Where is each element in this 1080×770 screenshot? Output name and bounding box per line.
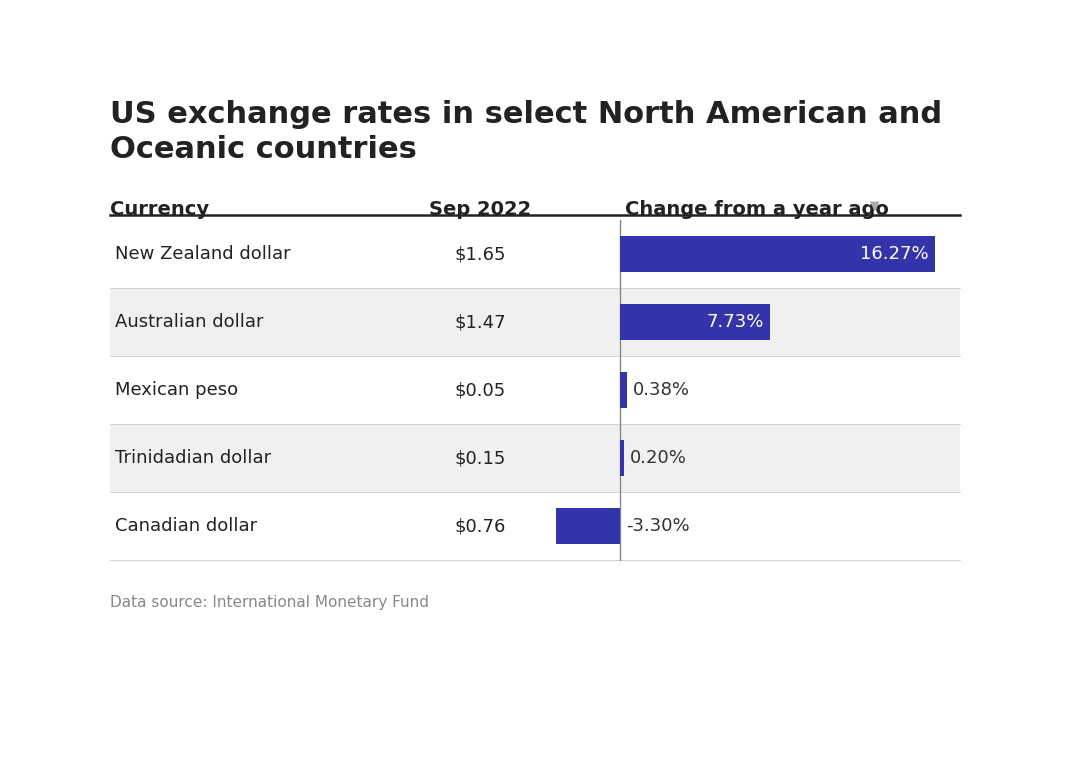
Bar	[556, 508, 620, 544]
Bar	[110, 288, 960, 356]
Bar	[620, 440, 624, 476]
Text: 0.38%: 0.38%	[633, 381, 690, 399]
Text: US exchange rates in select North American and: US exchange rates in select North Americ…	[110, 100, 942, 129]
Bar	[620, 373, 627, 407]
Bar	[110, 220, 960, 288]
Text: ▼: ▼	[870, 199, 879, 212]
Text: 16.27%: 16.27%	[861, 245, 929, 263]
Bar	[620, 304, 770, 340]
Text: $0.05: $0.05	[455, 381, 505, 399]
Text: Trinidadian dollar: Trinidadian dollar	[114, 449, 271, 467]
Text: $1.47: $1.47	[455, 313, 505, 331]
Bar	[110, 356, 960, 424]
Text: Currency: Currency	[110, 200, 210, 219]
Text: 0.20%: 0.20%	[630, 449, 687, 467]
Text: 7.73%: 7.73%	[706, 313, 764, 331]
Text: $0.76: $0.76	[455, 517, 505, 535]
Text: Sep 2022: Sep 2022	[429, 200, 531, 219]
Text: New Zealand dollar: New Zealand dollar	[114, 245, 291, 263]
Text: $1.65: $1.65	[455, 245, 505, 263]
Text: Oceanic countries: Oceanic countries	[110, 135, 417, 164]
Text: -3.30%: -3.30%	[626, 517, 690, 535]
Bar	[620, 236, 935, 272]
Text: Mexican peso: Mexican peso	[114, 381, 238, 399]
Text: Change from a year ago: Change from a year ago	[625, 200, 889, 219]
Bar	[110, 424, 960, 492]
Text: Canadian dollar: Canadian dollar	[114, 517, 257, 535]
Text: $0.15: $0.15	[455, 449, 505, 467]
Text: Australian dollar: Australian dollar	[114, 313, 264, 331]
Text: Data source: International Monetary Fund: Data source: International Monetary Fund	[110, 595, 429, 610]
Bar	[110, 492, 960, 560]
